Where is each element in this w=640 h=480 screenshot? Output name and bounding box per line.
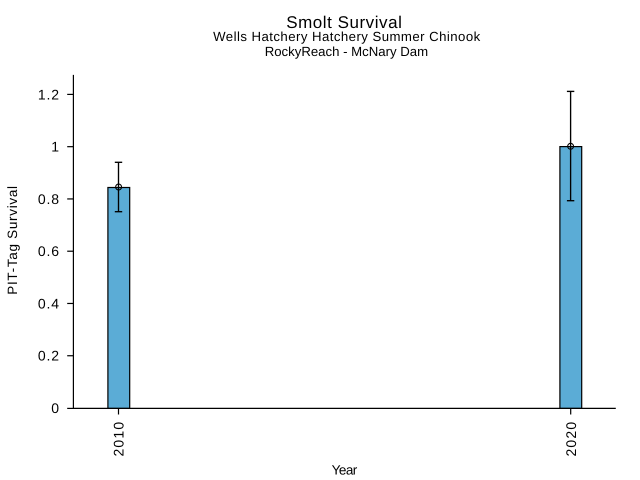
svg-text:1: 1: [51, 139, 59, 155]
svg-text:PIT-Tag Survival: PIT-Tag Survival: [5, 185, 20, 294]
svg-text:RockyReach - McNary Dam: RockyReach - McNary Dam: [265, 44, 428, 59]
svg-text:0.2: 0.2: [38, 348, 60, 364]
svg-text:2020: 2020: [563, 421, 579, 457]
svg-text:0: 0: [51, 400, 59, 416]
svg-text:Smolt Survival: Smolt Survival: [286, 13, 402, 32]
svg-text:Year: Year: [332, 462, 358, 477]
svg-text:2010: 2010: [111, 421, 127, 457]
svg-text:0.4: 0.4: [38, 295, 60, 311]
svg-text:0.8: 0.8: [38, 191, 60, 207]
svg-text:1.2: 1.2: [38, 86, 60, 102]
svg-text:0.6: 0.6: [38, 243, 60, 259]
svg-text:Wells Hatchery Hatchery Summer: Wells Hatchery Hatchery Summer Chinook: [213, 29, 481, 44]
